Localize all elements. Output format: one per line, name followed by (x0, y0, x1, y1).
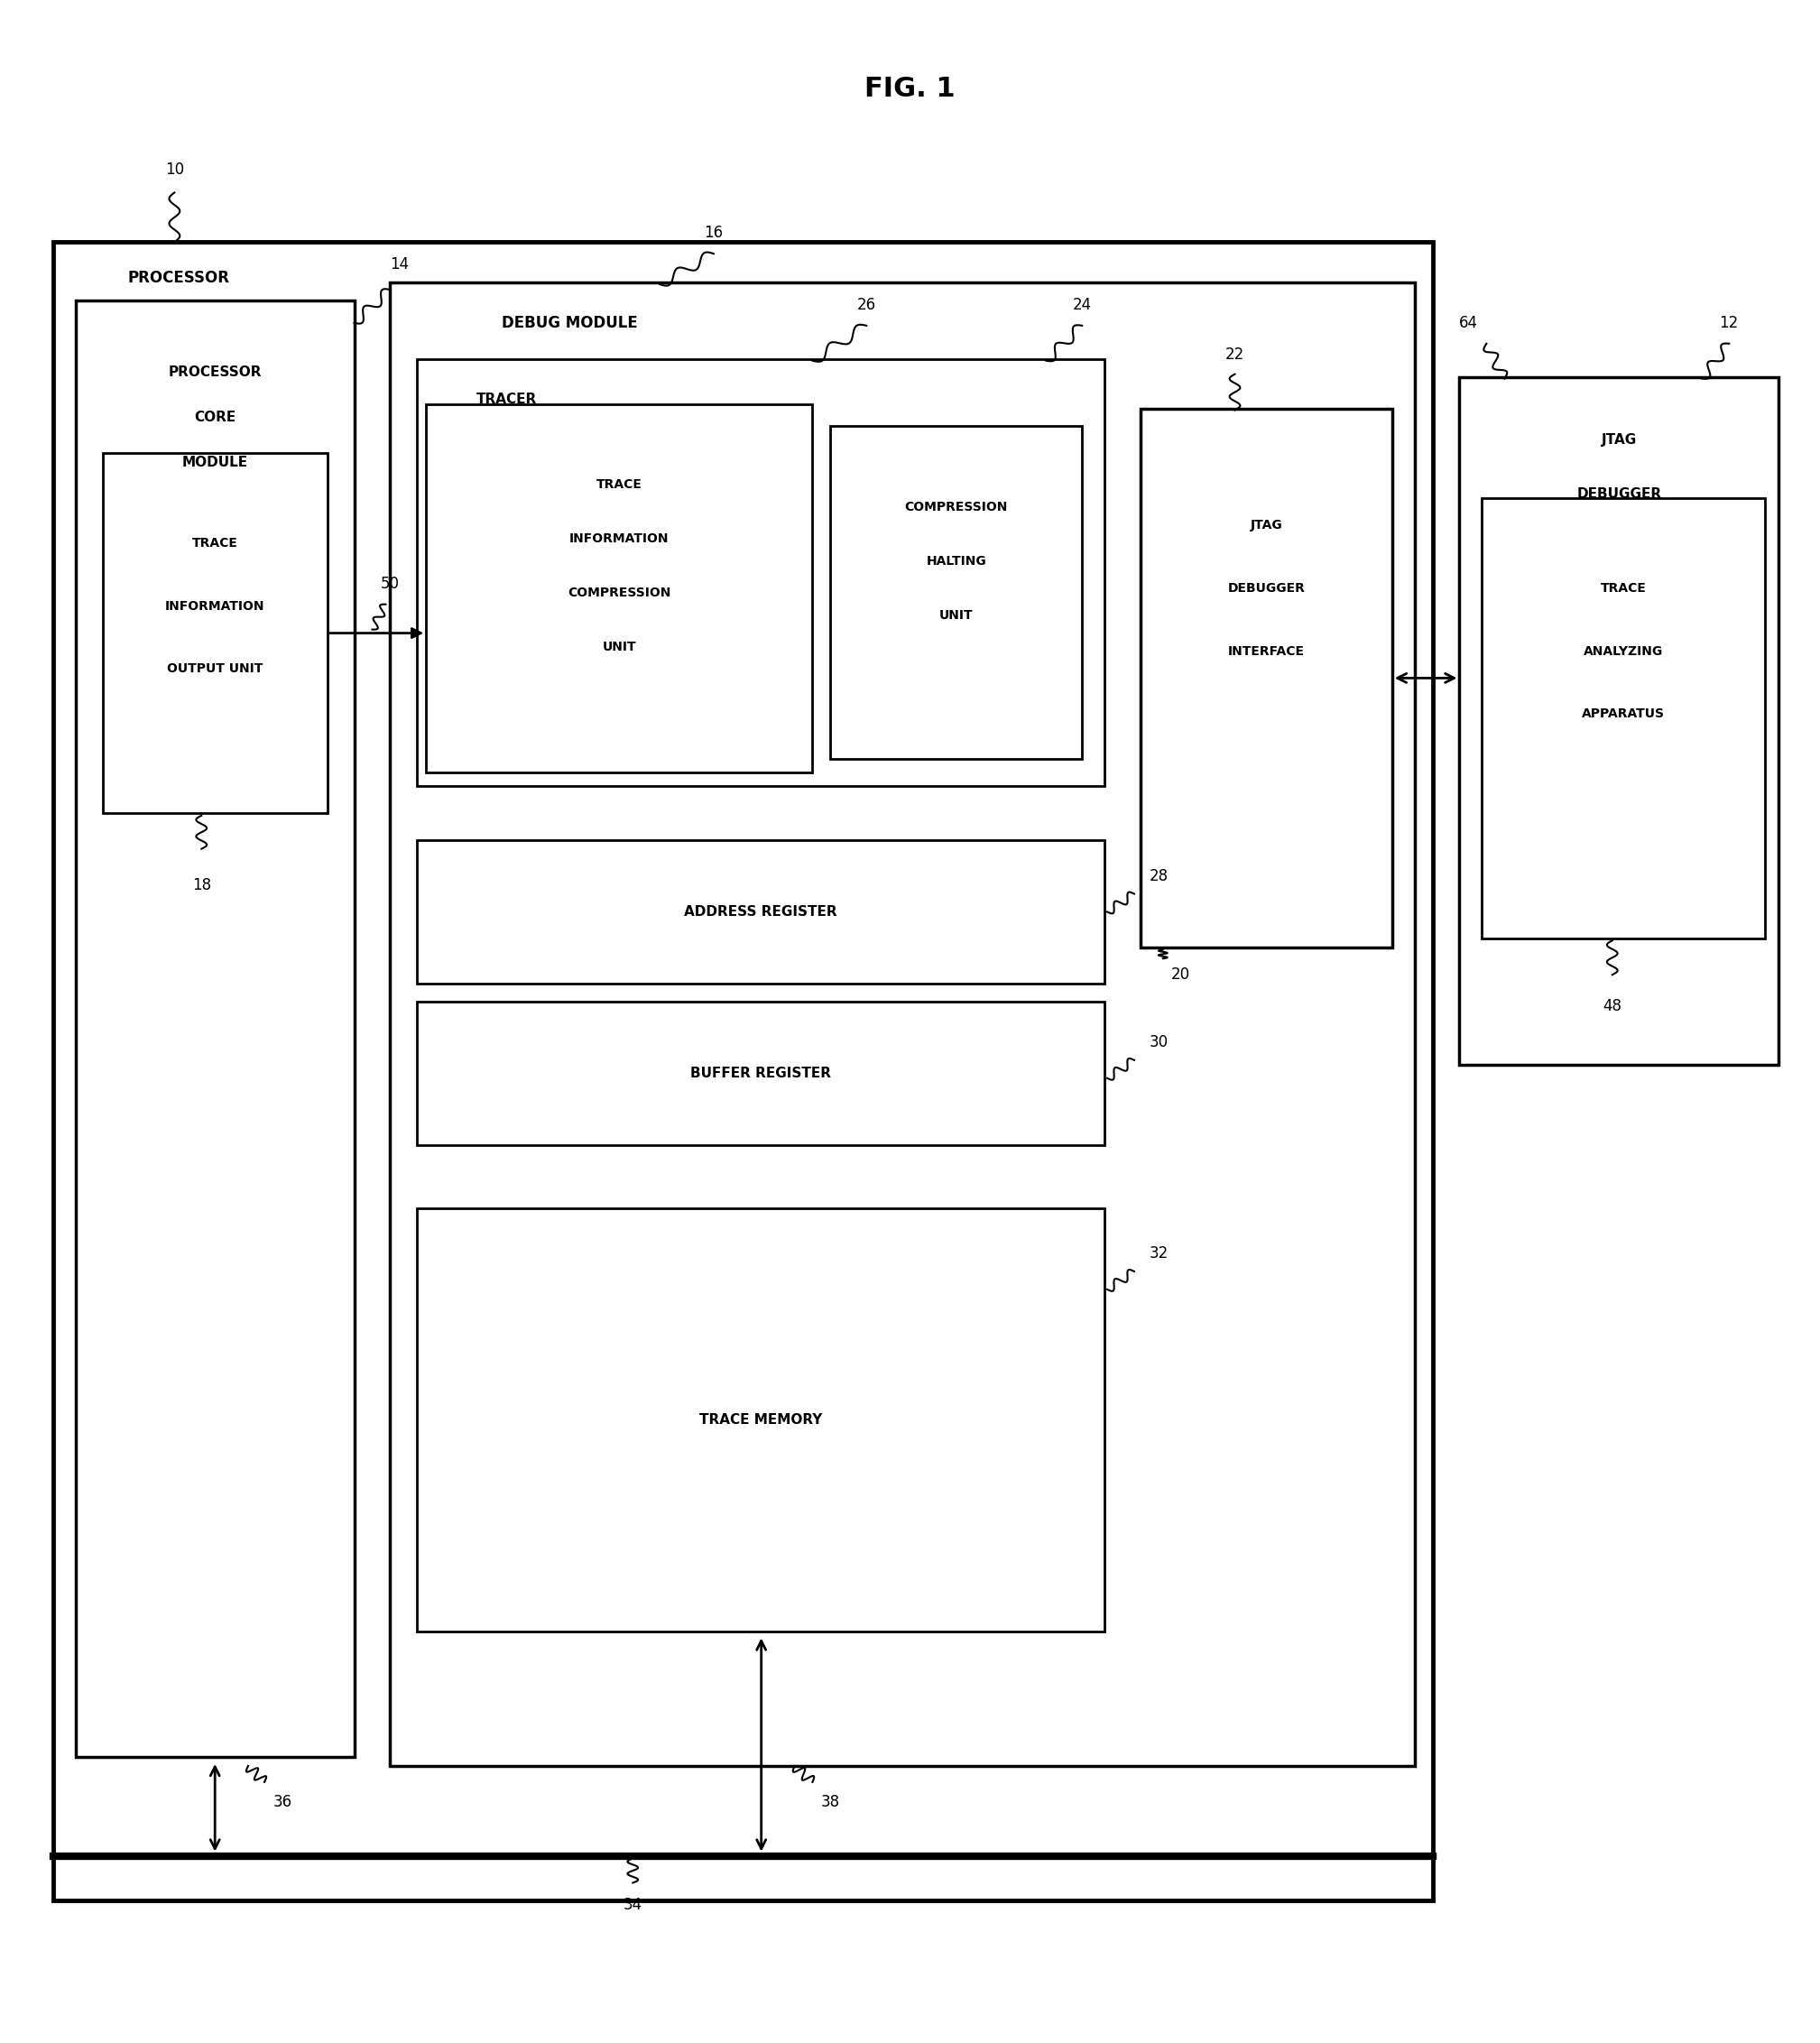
Text: 18: 18 (191, 876, 211, 893)
Text: COMPRESSION: COMPRESSION (568, 586, 672, 599)
Text: 24: 24 (1072, 296, 1092, 313)
Text: DEBUG MODULE: DEBUG MODULE (502, 315, 637, 331)
Text: ANALYZING: ANALYZING (1583, 646, 1663, 658)
Text: UNIT: UNIT (602, 639, 637, 654)
Bar (53, 241, 1432, 1900)
Bar (76, 300, 355, 1757)
Bar (417, 840, 1105, 985)
Bar (417, 1209, 1105, 1630)
Text: INFORMATION: INFORMATION (166, 601, 264, 613)
Text: MODULE: MODULE (182, 456, 248, 470)
Text: 50: 50 (380, 576, 400, 592)
Text: UNIT: UNIT (939, 609, 974, 621)
Text: OUTPUT UNIT: OUTPUT UNIT (167, 662, 262, 676)
Text: ADDRESS REGISTER: ADDRESS REGISTER (684, 905, 837, 919)
Text: 48: 48 (1603, 999, 1622, 1013)
Text: 32: 32 (1148, 1246, 1168, 1263)
Text: JTAG: JTAG (1602, 433, 1636, 447)
Text: TRACE MEMORY: TRACE MEMORY (699, 1414, 823, 1426)
Text: DEBUGGER: DEBUGGER (1227, 582, 1305, 595)
Bar (389, 282, 1414, 1765)
Text: 20: 20 (1172, 966, 1190, 983)
Text: BUFFER REGISTER: BUFFER REGISTER (690, 1066, 832, 1081)
Text: 36: 36 (273, 1794, 291, 1810)
Text: TRACE: TRACE (1600, 582, 1647, 595)
Text: JTAG: JTAG (1250, 519, 1283, 531)
Text: DEBUGGER: DEBUGGER (1576, 486, 1662, 501)
Text: 34: 34 (622, 1898, 642, 1914)
Text: 38: 38 (821, 1794, 841, 1810)
Bar (426, 405, 812, 772)
Text: TRACER: TRACER (477, 392, 537, 407)
Text: 10: 10 (166, 161, 184, 178)
Text: PROCESSOR: PROCESSOR (127, 270, 229, 286)
Text: 26: 26 (857, 296, 875, 313)
Text: 30: 30 (1148, 1034, 1168, 1050)
Text: FIG. 1: FIG. 1 (864, 76, 956, 102)
Text: 22: 22 (1225, 345, 1245, 362)
Text: INFORMATION: INFORMATION (570, 533, 670, 545)
Text: HALTING: HALTING (926, 556, 986, 568)
Bar (417, 1001, 1105, 1146)
Text: INTERFACE: INTERFACE (1229, 646, 1305, 658)
Text: 16: 16 (704, 225, 723, 241)
Text: APPARATUS: APPARATUS (1582, 707, 1665, 721)
Text: TRACE: TRACE (191, 537, 238, 550)
Text: PROCESSOR: PROCESSOR (167, 366, 262, 380)
Text: TRACE: TRACE (597, 478, 642, 490)
Text: CORE: CORE (195, 411, 237, 425)
Bar (417, 360, 1105, 787)
Text: 28: 28 (1148, 868, 1168, 885)
Bar (830, 427, 1083, 758)
Text: 64: 64 (1460, 315, 1478, 331)
Text: COMPRESSION: COMPRESSION (905, 501, 1008, 513)
Bar (1481, 498, 1765, 940)
Bar (1141, 409, 1392, 948)
Text: 14: 14 (389, 255, 410, 272)
Bar (1460, 376, 1778, 1064)
Text: 12: 12 (1720, 315, 1738, 331)
Bar (102, 454, 328, 813)
